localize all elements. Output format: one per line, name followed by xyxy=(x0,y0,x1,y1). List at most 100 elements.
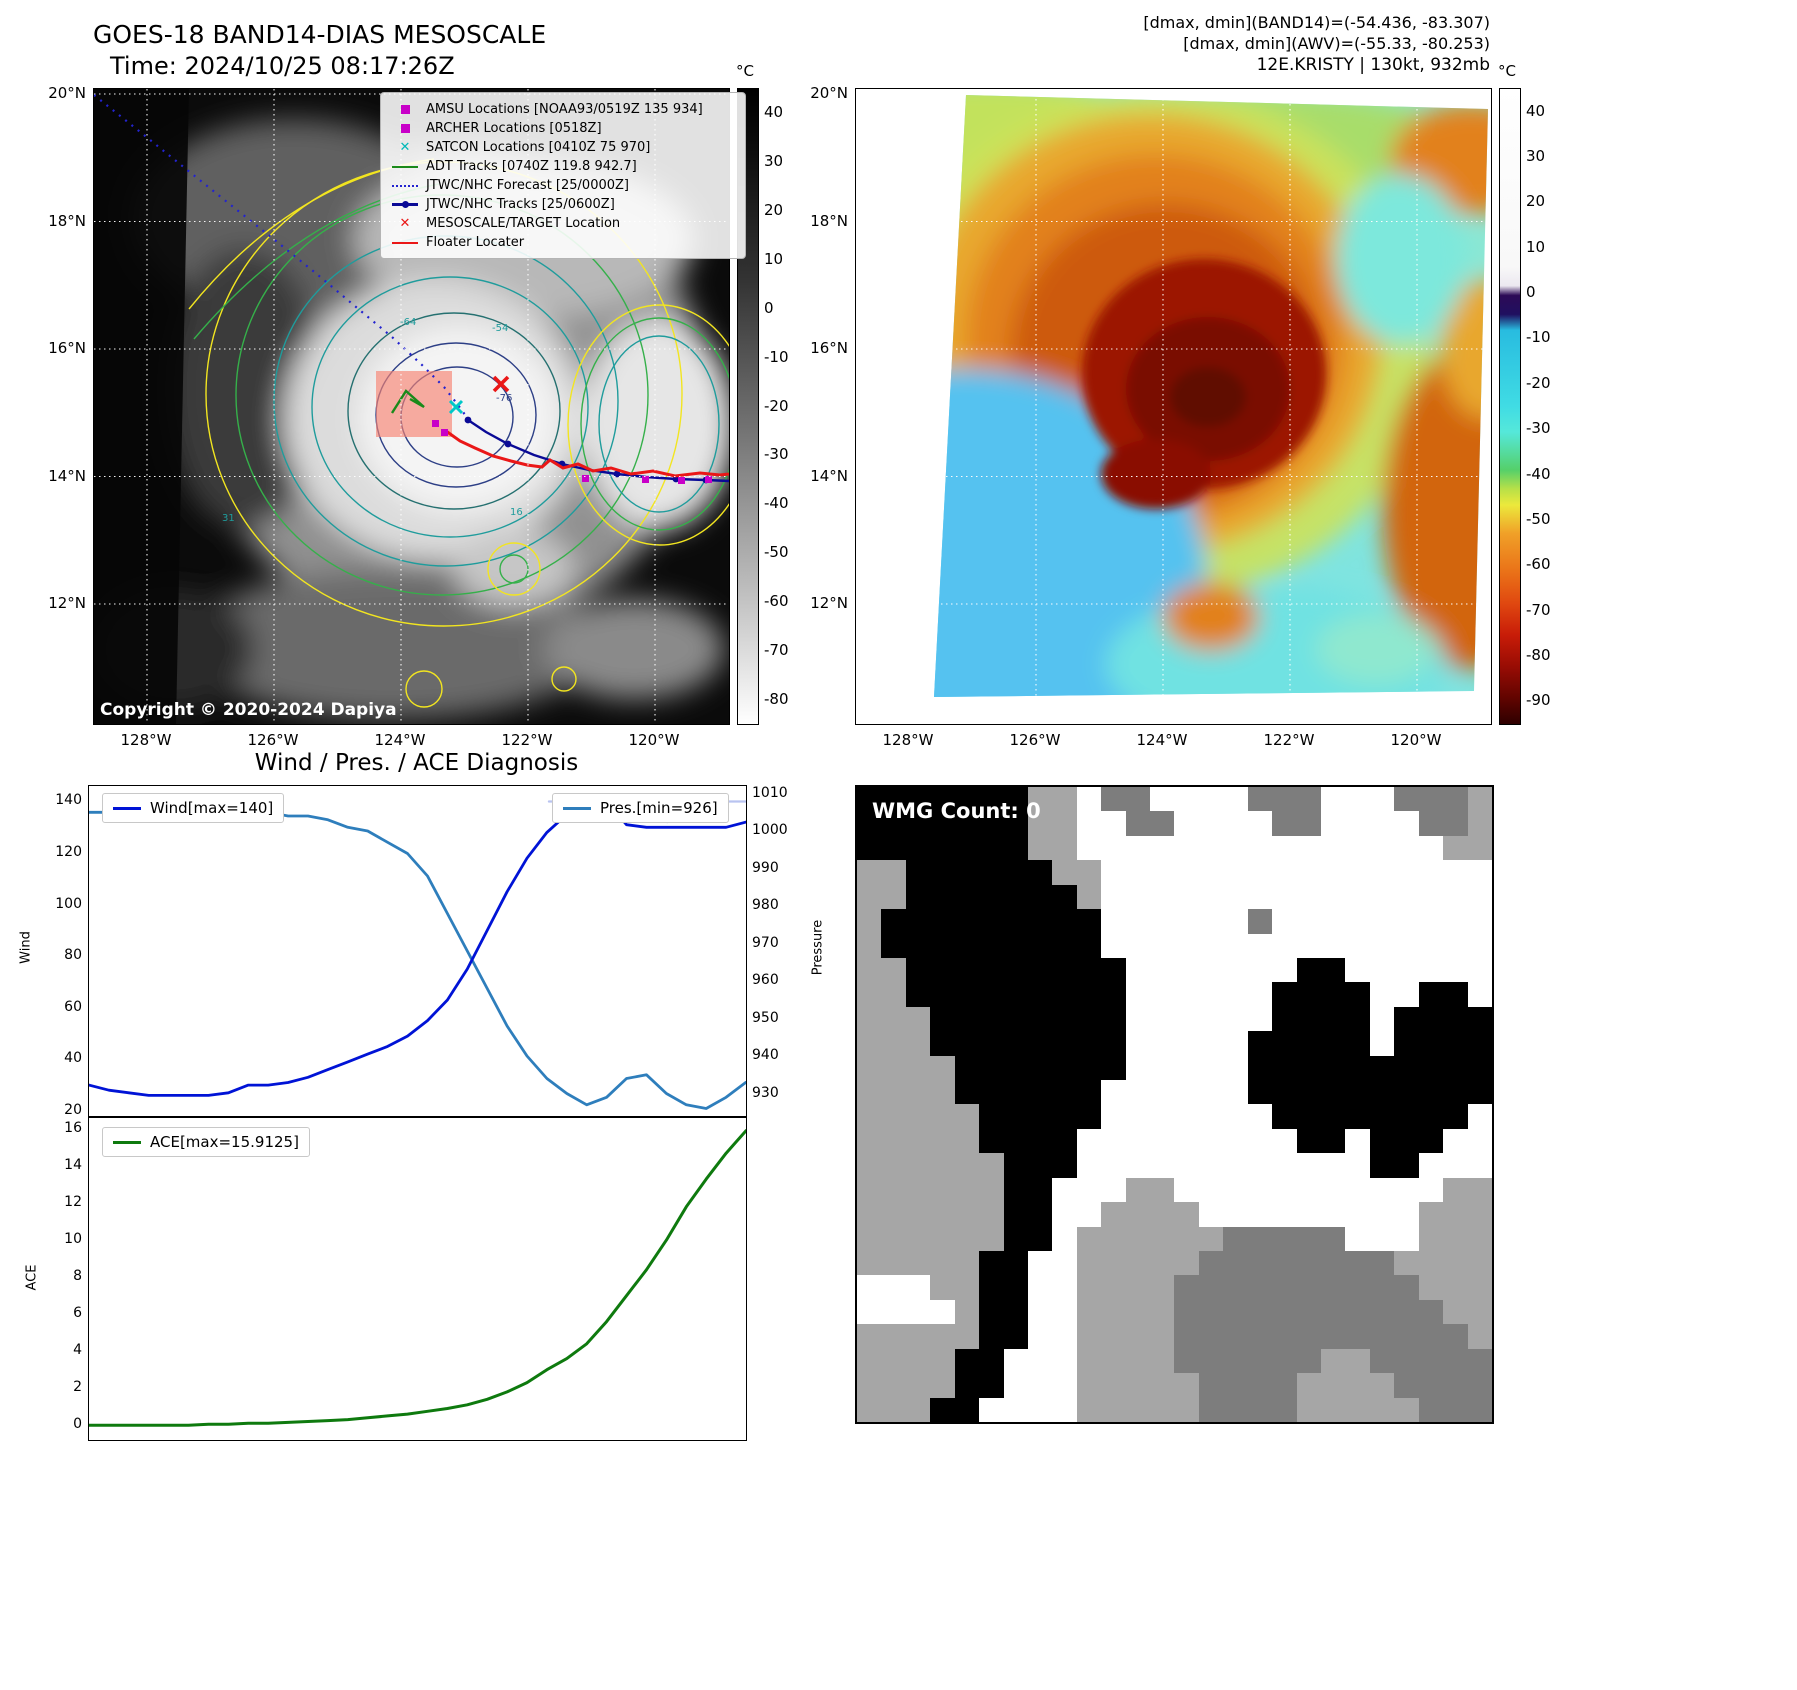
wmg-cell xyxy=(1150,835,1175,861)
wmg-cell xyxy=(1076,1299,1102,1325)
legend-label: AMSU Locations [NOAA93/0519Z 135 934] xyxy=(426,102,703,117)
wmg-cell xyxy=(1076,884,1102,910)
wmg-cell xyxy=(1467,811,1492,836)
wmg-cell xyxy=(857,1080,882,1105)
wmg-cell xyxy=(1076,1251,1102,1276)
storm-id-intensity: 12E.KRISTY | 130kt, 932mb xyxy=(1256,55,1490,75)
wmg-cell xyxy=(1369,909,1395,934)
wmg-cell xyxy=(1027,909,1053,934)
wmg-cell xyxy=(1198,933,1224,958)
wmg-cell xyxy=(1369,1202,1395,1227)
wmg-cell xyxy=(1345,909,1370,934)
wmg-cell xyxy=(1076,1324,1102,1349)
wmg-cell xyxy=(1467,1153,1492,1178)
wmg-pixel-grid xyxy=(857,787,1492,1422)
wmg-cell xyxy=(1247,860,1273,885)
wmg-cell xyxy=(1345,1226,1370,1252)
wmg-cell xyxy=(1125,1153,1151,1178)
wmg-cell xyxy=(1027,1177,1053,1203)
wmg-cell xyxy=(1198,860,1224,885)
wmg-cell xyxy=(1150,1055,1175,1081)
wmg-cell xyxy=(1052,1251,1077,1276)
wmg-cell xyxy=(1198,1080,1224,1105)
wmg-cell xyxy=(1369,1275,1395,1300)
wmg-cell xyxy=(979,1080,1004,1105)
wmg-cell xyxy=(1101,1080,1126,1105)
wmg-cell xyxy=(1394,860,1419,885)
wmg-cell xyxy=(1247,1080,1273,1105)
wmg-cell xyxy=(1125,1202,1151,1227)
wmg-cell xyxy=(1027,1348,1053,1374)
wmg-cell xyxy=(1443,1226,1468,1252)
wmg-cell xyxy=(1150,909,1175,934)
jtwc-forecast-track xyxy=(94,94,469,420)
wmg-cell xyxy=(1418,1153,1444,1178)
awv-colorbar-tick: -30 xyxy=(1526,419,1551,438)
wmg-cell xyxy=(1467,1202,1492,1227)
wmg-cell xyxy=(905,1080,931,1105)
wmg-cell xyxy=(1101,835,1126,861)
band14-lat-tick: 14°N xyxy=(48,466,86,485)
wmg-cell xyxy=(1272,1006,1297,1032)
wmg-cell xyxy=(857,1128,882,1154)
storm-core xyxy=(1082,259,1326,509)
wmg-cell xyxy=(1296,1055,1322,1081)
wmg-cell xyxy=(1076,1348,1102,1374)
wmg-cell xyxy=(1247,1031,1273,1056)
wmg-cell xyxy=(1272,884,1297,910)
awv-lon-tick: 126°W xyxy=(1009,731,1061,749)
wmg-cell xyxy=(1076,1031,1102,1056)
ace-ytick: 6 xyxy=(73,1305,82,1322)
wmg-cell xyxy=(1369,884,1395,910)
wmg-cell xyxy=(1418,1348,1444,1374)
wmg-cell xyxy=(1150,982,1175,1007)
wmg-cell xyxy=(1247,1006,1273,1032)
wmg-cell xyxy=(881,1153,906,1178)
wmg-cell xyxy=(1027,787,1053,812)
wmg-cell xyxy=(1125,957,1151,983)
wmg-cell xyxy=(1052,1226,1077,1252)
wmg-cell xyxy=(1467,1275,1492,1300)
wmg-cell xyxy=(1321,811,1346,836)
wmg-cell xyxy=(905,1104,931,1129)
wmg-cell xyxy=(1003,933,1028,958)
wmg-cell xyxy=(1150,1153,1175,1178)
wmg-cell xyxy=(1198,1251,1224,1276)
wmg-cell xyxy=(954,1202,980,1227)
wmg-cell xyxy=(1223,860,1248,885)
wmg-cell xyxy=(1223,909,1248,934)
wmg-cell xyxy=(1198,1202,1224,1227)
wmg-cell xyxy=(1394,1055,1419,1081)
wmg-cell xyxy=(930,1128,955,1154)
wmg-cell xyxy=(1296,1153,1322,1178)
wmg-cell xyxy=(1174,1226,1199,1252)
awv-colorbar-tick: -70 xyxy=(1526,600,1551,619)
pressure-axis-label: Pressure xyxy=(810,919,826,976)
wmg-cell xyxy=(1125,1128,1151,1154)
wmg-cell xyxy=(1321,1202,1346,1227)
wmg-cell xyxy=(1052,1299,1077,1325)
wmg-cell xyxy=(1467,909,1492,934)
wmg-cell xyxy=(1150,1275,1175,1300)
wmg-cell xyxy=(930,1080,955,1105)
wind-pressure-chart xyxy=(88,785,747,1117)
wmg-cell xyxy=(881,1177,906,1203)
wmg-cell xyxy=(1101,884,1126,910)
wmg-cell xyxy=(1418,1128,1444,1154)
wmg-cell xyxy=(1125,1348,1151,1374)
wmg-cell xyxy=(1321,1275,1346,1300)
wmg-cell xyxy=(1052,811,1077,836)
wmg-cell xyxy=(1052,957,1077,983)
wmg-cell xyxy=(1394,1226,1419,1252)
wmg-cell xyxy=(1443,1324,1468,1349)
wmg-cell xyxy=(1272,1226,1297,1252)
wmg-cell xyxy=(954,1031,980,1056)
pressure-legend-label: Pres.[min=926] xyxy=(600,799,718,817)
band14-title: GOES-18 BAND14-DIAS MESOSCALE xyxy=(93,20,547,49)
wmg-cell xyxy=(1027,811,1053,836)
wmg-cell xyxy=(1003,860,1028,885)
wmg-cell xyxy=(1174,1373,1199,1398)
wmg-cell xyxy=(1369,1104,1395,1129)
no-data-wedge xyxy=(94,89,189,724)
wmg-cell xyxy=(1296,1104,1322,1129)
